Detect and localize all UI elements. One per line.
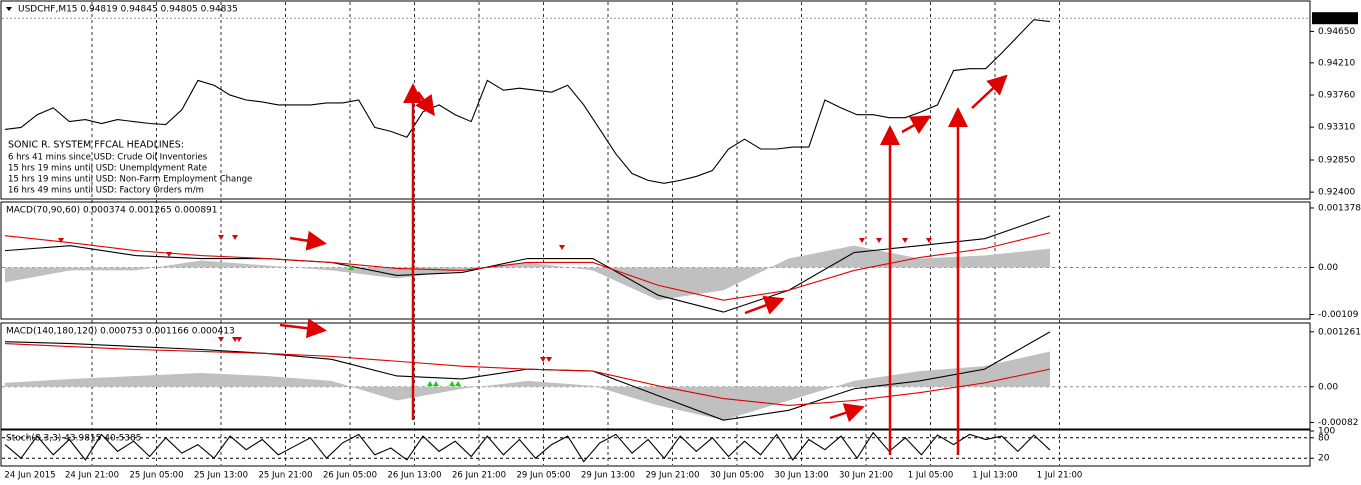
panel-frame	[0, 429, 1311, 467]
histogram-area	[5, 351, 1050, 421]
arrow	[744, 295, 785, 315]
time-label: 25 Jun 21:00	[259, 471, 313, 481]
panel-frame	[0, 0, 1311, 200]
annotations	[58, 74, 1008, 455]
y-tick-label: 100	[1318, 427, 1335, 437]
arrow	[279, 318, 327, 339]
time-label: 25 Jun 05:00	[130, 471, 184, 481]
series-line	[4, 215, 1051, 313]
time-label: 30 Jun 13:00	[775, 471, 829, 481]
y-tick-label: 0.93760	[1318, 91, 1355, 101]
y-tick-label: 80	[1318, 433, 1330, 443]
y-tick-label: 20	[1318, 454, 1330, 464]
time-label: 1 Jul 21:00	[1037, 471, 1083, 481]
time-label: 26 Jun 21:00	[452, 471, 506, 481]
y-tick-label: -0.00082	[1318, 418, 1358, 428]
headline: 15 hrs 19 mins until USD: Unemployment R…	[8, 164, 207, 174]
last-price-label: 0.94835	[1316, 14, 1353, 24]
time-label: 29 Jun 21:00	[646, 471, 700, 481]
time-label: 29 Jun 05:00	[517, 471, 571, 481]
y-tick-label: 0.00	[1318, 382, 1338, 392]
y-tick-label: 0.00	[1318, 263, 1338, 273]
arrow	[415, 91, 435, 117]
time-label: 29 Jun 13:00	[581, 471, 635, 481]
panel-frame	[0, 201, 1311, 320]
headline: 16 hrs 49 mins until USD: Factory Orders…	[8, 186, 204, 196]
arrow	[901, 115, 932, 135]
series-line	[4, 19, 1051, 184]
time-label: 25 Jun 13:00	[194, 471, 248, 481]
histogram-area	[5, 245, 1050, 301]
headline: 15 hrs 19 mins until USD: Non-Farm Emplo…	[8, 175, 252, 185]
time-label: 30 Jun 05:00	[710, 471, 764, 481]
headline-title: SONIC R. SYSTEM FFCAL HEADLINES:	[8, 140, 184, 151]
last-price-box	[1312, 12, 1358, 25]
y-tick-label: 0.001261	[1318, 327, 1361, 337]
y-tick-label: 0.92400	[1318, 188, 1355, 198]
time-label: 1 Jul 13:00	[972, 471, 1018, 481]
y-tick-label: 0.001378	[1318, 203, 1361, 213]
y-tick-label: 0.92850	[1318, 156, 1355, 166]
headline: 6 hrs 41 mins since USD: Crude Oil Inven…	[8, 153, 208, 163]
time-label: 30 Jun 21:00	[839, 471, 893, 481]
y-tick-label: 0.93310	[1318, 123, 1355, 133]
panel-title: MACD(140,180,120) 0.000753 0.001166 0.00…	[6, 327, 235, 337]
time-label: 1 Jul 05:00	[908, 471, 954, 481]
panel-title: Stoch(8,3,3) 43.9815 40.5385	[6, 434, 141, 444]
arrow	[829, 403, 865, 423]
series-line	[4, 343, 1051, 406]
headlines: SONIC R. SYSTEM FFCAL HEADLINES: 6 hrs 4…	[8, 140, 252, 196]
panel-title: USDCHF,M15 0.94819 0.94845 0.94805 0.948…	[18, 5, 238, 15]
time-label: 24 Jun 2015	[4, 471, 55, 481]
arrow	[971, 74, 1008, 109]
time-label: 24 Jun 21:00	[65, 471, 119, 481]
y-tick-label: -0.00109	[1318, 310, 1359, 320]
panel-title: MACD(70,90,60) 0.000374 0.001265 0.00089…	[6, 206, 218, 216]
menu-triangle	[6, 7, 12, 11]
arrow	[289, 230, 327, 251]
series-line	[4, 431, 1051, 463]
time-label: 26 Jun 13:00	[388, 471, 442, 481]
y-tick-label: 0.94210	[1318, 58, 1355, 68]
y-tick-label: 0.94650	[1318, 27, 1355, 37]
series-line	[4, 232, 1051, 301]
time-label: 26 Jun 05:00	[323, 471, 377, 481]
panel-frame	[0, 322, 1311, 430]
